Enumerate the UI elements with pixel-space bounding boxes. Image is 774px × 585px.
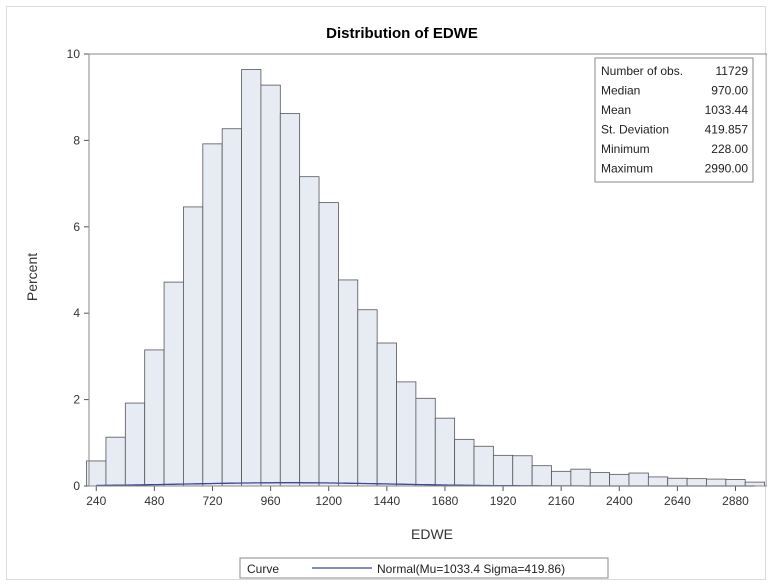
histogram-bar	[686, 478, 707, 487]
histogram-bar	[299, 176, 320, 487]
plot-area	[88, 53, 767, 487]
histogram-bar	[279, 113, 301, 487]
y-tick-label: 0	[73, 479, 80, 493]
legend-title: Curve	[247, 562, 279, 576]
x-tick-label: 2640	[664, 494, 691, 508]
y-axis-label: Percent	[24, 253, 40, 301]
histogram-bar	[357, 309, 378, 487]
histogram-bar	[183, 206, 204, 487]
histogram-bar	[434, 417, 456, 487]
histogram-bar	[628, 472, 649, 487]
x-tick-label: 960	[261, 494, 281, 508]
histogram-bars	[86, 69, 765, 487]
legend: Curve Normal(Mu=1033.4 Sigma=419.86)	[239, 557, 609, 579]
statistics-inset: Number of obs. 11729 Median 970.00 Mean 1033.…	[594, 57, 754, 183]
y-tick-label: 2	[73, 393, 80, 407]
stat-label: Minimum	[601, 142, 650, 156]
x-axis-ticks: 240 480 720 960 1200 1440 1680 1920 2160 2400 2640…	[86, 486, 749, 508]
y-tick-label: 10	[67, 47, 81, 61]
chart-title: Distribution of EDWE	[326, 25, 478, 42]
histogram-bar	[338, 279, 359, 487]
y-tick-label: 6	[73, 220, 80, 234]
histogram-bar	[473, 445, 494, 487]
histogram-bar	[163, 281, 184, 487]
x-tick-label: 1440	[373, 494, 400, 508]
statistics-inset-box	[594, 57, 754, 183]
histogram-bar	[492, 454, 514, 487]
histogram-bar	[454, 438, 475, 487]
stat-value: 2990.00	[705, 162, 749, 176]
histogram-bar	[570, 468, 591, 487]
histogram-bar	[551, 470, 572, 487]
histogram-bar	[512, 455, 533, 487]
histogram-bar	[241, 69, 262, 487]
histogram-bar	[589, 472, 611, 487]
histogram-bar	[667, 477, 688, 487]
histogram-chart: Distribution of EDWE 0 2 4 6 8 10 240 480 720 96…	[24, 25, 767, 579]
histogram-bar	[105, 436, 126, 487]
stat-value: 11729	[716, 64, 749, 78]
stat-label: Number of obs.	[601, 64, 683, 78]
histogram-bar	[376, 342, 397, 487]
legend-box	[239, 557, 609, 579]
x-tick-label: 240	[86, 494, 106, 508]
stat-label: Median	[601, 84, 640, 98]
histogram-bar	[531, 465, 552, 487]
x-axis-label: EDWE	[411, 526, 453, 542]
stat-label: Maximum	[601, 162, 653, 176]
stat-value: 228.00	[711, 142, 748, 156]
histogram-bar	[202, 143, 223, 487]
histogram-bar	[221, 128, 242, 487]
x-tick-label: 2880	[722, 494, 749, 508]
histogram-bar	[706, 478, 727, 487]
y-axis-ticks: 0 2 4 6 8 10	[67, 47, 89, 493]
x-tick-label: 1200	[315, 494, 342, 508]
histogram-bar	[396, 381, 417, 487]
histogram-bar	[647, 476, 669, 487]
stat-value: 970.00	[711, 84, 748, 98]
chart-frame: Distribution of EDWE 0 2 4 6 8 10 240 480 720 96…	[6, 6, 767, 580]
histogram-bar	[415, 397, 436, 487]
stat-value: 1033.44	[705, 103, 749, 117]
stat-value: 419.857	[705, 123, 749, 137]
histogram-bar	[318, 202, 339, 487]
x-tick-label: 480	[144, 494, 164, 508]
x-tick-label: 1680	[432, 494, 459, 508]
histogram-bar	[124, 402, 146, 487]
y-tick-label: 8	[73, 133, 80, 147]
stat-label: St. Deviation	[601, 123, 669, 137]
x-tick-label: 1920	[490, 494, 517, 508]
x-tick-label: 720	[202, 494, 222, 508]
histogram-bar	[260, 84, 281, 487]
histogram-bar	[609, 473, 630, 487]
y-tick-label: 4	[73, 306, 80, 320]
legend-entry: Normal(Mu=1033.4 Sigma=419.86)	[377, 562, 565, 576]
histogram-bar	[144, 349, 165, 487]
x-tick-label: 2400	[606, 494, 633, 508]
histogram-bar	[725, 479, 746, 487]
x-tick-label: 2160	[548, 494, 575, 508]
stat-label: Mean	[601, 103, 631, 117]
